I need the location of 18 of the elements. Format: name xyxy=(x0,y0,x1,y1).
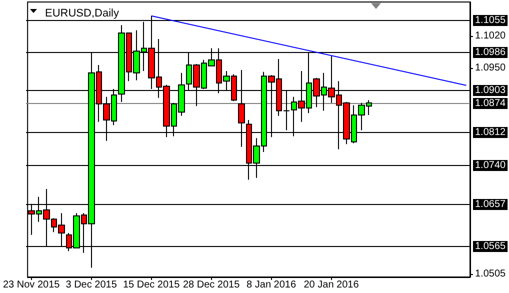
ref-line-label: 1.0903 xyxy=(475,85,506,96)
y-tick-label: 1.0505 xyxy=(475,268,506,280)
y-tick-label: 1.0950 xyxy=(475,62,506,74)
ref-line-label: 1.0740 xyxy=(475,160,506,171)
x-tick-label: 8 Jan 2016 xyxy=(246,280,296,290)
ref-line-label: 1.0657 xyxy=(475,199,506,210)
ref-line-label: 1.0986 xyxy=(475,47,506,58)
ref-line-label: 1.0874 xyxy=(475,98,506,109)
x-tick-label: 15 Dec 2015 xyxy=(122,280,180,290)
ref-line-label: 1.1055 xyxy=(475,15,506,26)
chart-title: EURUSD,Daily xyxy=(45,8,120,20)
y-tick-label: 1.1020 xyxy=(475,30,506,42)
x-tick-label: 3 Dec 2015 xyxy=(66,280,118,290)
ref-line-label: 1.0565 xyxy=(475,241,506,252)
x-tick-label: 28 Dec 2015 xyxy=(182,280,240,290)
x-tick-label: 20 Jan 2016 xyxy=(304,280,360,290)
x-tick-label: 23 Nov 2015 xyxy=(2,280,60,290)
ref-line-label: 1.0812 xyxy=(475,127,506,138)
